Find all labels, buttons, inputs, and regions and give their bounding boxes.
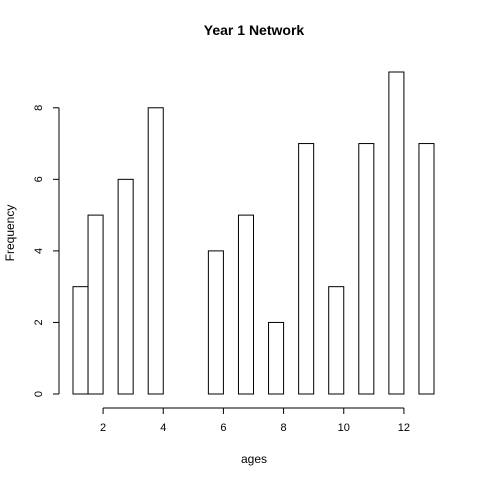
histogram-bar-23 <box>419 144 434 394</box>
x-tick-label: 4 <box>160 422 166 434</box>
histogram-bar-11 <box>238 215 253 394</box>
histogram-bar-3 <box>118 179 133 394</box>
histogram-bar-0 <box>73 287 88 394</box>
y-axis: 0 2 4 6 8 <box>33 105 59 397</box>
chart-title: Year 1 Network <box>204 22 305 38</box>
y-tick-label: 4 <box>33 248 45 254</box>
x-tick-label: 12 <box>398 422 410 434</box>
y-tick-label: 0 <box>33 391 45 397</box>
y-tick-label: 6 <box>33 176 45 182</box>
bars-group <box>73 72 434 394</box>
histogram-bar-9 <box>208 251 223 394</box>
x-tick-label: 6 <box>220 422 226 434</box>
x-tick-label: 2 <box>100 422 106 434</box>
histogram-bar-1 <box>88 215 103 394</box>
histogram-bar-15 <box>299 144 314 394</box>
x-tick-label: 10 <box>338 422 350 434</box>
y-tick-label: 2 <box>33 319 45 325</box>
histogram-bar-17 <box>329 287 344 394</box>
histogram-bar-21 <box>389 72 404 394</box>
y-axis-label: Frequency <box>3 205 17 262</box>
histogram-bar-19 <box>359 144 374 394</box>
x-axis-label: ages <box>241 452 267 466</box>
y-tick-label: 8 <box>33 105 45 111</box>
x-axis: 2 4 6 8 10 12 <box>100 408 410 434</box>
histogram-bar-5 <box>148 108 163 394</box>
x-tick-label: 8 <box>281 422 287 434</box>
histogram-bar-13 <box>269 322 284 394</box>
